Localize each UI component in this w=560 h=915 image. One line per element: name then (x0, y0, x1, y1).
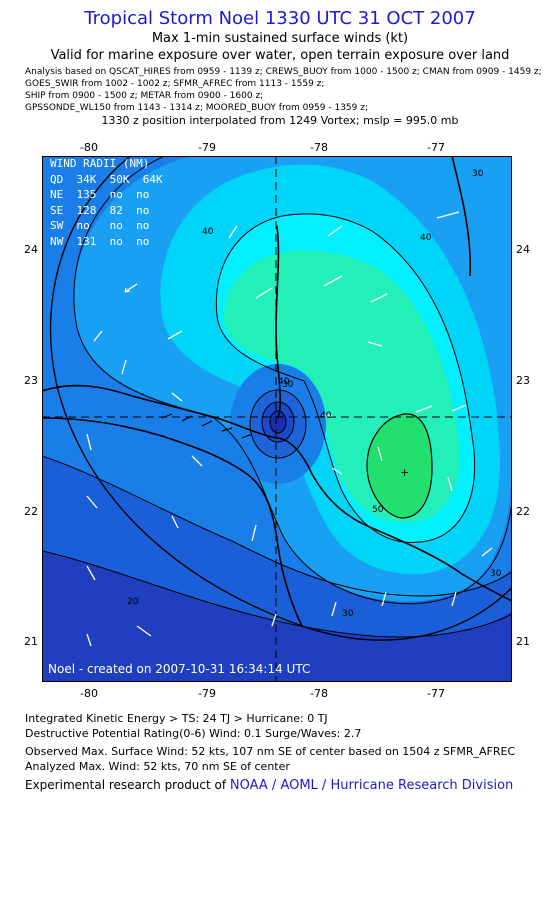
wind-vector (271, 613, 277, 627)
analyzed-max-wind: Analyzed Max. Wind: 52 kts, 70 nm SE of … (25, 760, 290, 773)
credit-prefix: Experimental research product of (25, 778, 230, 792)
lon-label-bottom: -77 (427, 687, 445, 700)
wind-vector (86, 633, 92, 647)
contour-label: 40 (278, 377, 290, 387)
wind-core-50kt (366, 413, 433, 519)
map-frame (42, 156, 512, 682)
wind-vector (377, 446, 383, 462)
wind-vector (121, 359, 127, 375)
wind-vector (136, 625, 152, 637)
wind-vector (451, 591, 457, 607)
wind-vector (124, 283, 138, 293)
lat-label-right: 23 (516, 374, 530, 387)
page-title: Tropical Storm Noel 1330 UTC 31 OCT 2007 (84, 8, 476, 29)
lat-label-right: 22 (516, 505, 530, 518)
core-contour-ring (249, 389, 307, 459)
core-contour-ring (261, 401, 295, 443)
lon-label-bottom: -79 (198, 687, 216, 700)
wind-vector (451, 404, 467, 412)
subtitle-wind: Max 1-min sustained surface winds (kt) (151, 31, 409, 46)
wind-vector (331, 467, 343, 475)
lat-label-right: 21 (516, 635, 530, 648)
core-contour-ring (269, 410, 287, 434)
wind-vector (191, 455, 203, 467)
wind-vector (86, 565, 96, 581)
lat-label-left: 22 (24, 505, 38, 518)
contour-line-40kt-inner (215, 213, 476, 543)
lon-label-bottom: -78 (310, 687, 328, 700)
contour-line-30kt (42, 455, 512, 597)
max-wind-marker: + (400, 466, 409, 479)
ike-line: Integrated Kinetic Energy > TS: 24 TJ > … (25, 712, 328, 725)
wind-vector (86, 433, 92, 451)
analysis-line: SHIP from 0900 - 1500 z; METAR from 0900… (25, 91, 264, 101)
contour-label: 40 (420, 233, 432, 243)
wind-radii-row: NE 135 no no (50, 188, 150, 201)
credit-line: Experimental research product of NOAA / … (25, 778, 513, 793)
island-chain (161, 413, 253, 439)
analysis-line: Analysis based on QSCAT_HIRES from 0959 … (25, 67, 542, 77)
lon-label-top: -77 (427, 141, 445, 154)
coastline-cuba-south (42, 417, 303, 627)
wind-radii-table: WIND RADII (NM) QD 34K 50K 64K NE 135 no… (50, 156, 163, 249)
analysis-line: GPSSONDE_WL150 from 1143 - 1314 z; MOORE… (25, 103, 368, 113)
wind-radii-row: SE 128 82 no (50, 203, 150, 217)
lat-label-left: 23 (24, 374, 38, 387)
wind-vector (367, 341, 383, 347)
coastline-cuba (42, 384, 512, 602)
outer-analysis-ring (49, 156, 512, 641)
lat-label-left: 21 (24, 635, 38, 648)
contour-label: 50 (372, 505, 384, 515)
coastline-andros (275, 225, 282, 419)
wind-vector (167, 330, 183, 340)
contour-label: 40 (320, 411, 332, 421)
wind-vector (415, 405, 433, 413)
wind-radii-row: SW no no no (50, 219, 150, 232)
analysis-line: GOES_SWIR from 1002 - 1002 z; SFMR_AFREC… (25, 79, 325, 89)
lon-label-top: -80 (80, 141, 98, 154)
wind-vector (447, 476, 453, 492)
wind-vector (86, 495, 98, 509)
lon-label-top: -79 (198, 141, 216, 154)
contour-line-20kt (42, 550, 512, 638)
wind-vector (93, 330, 103, 342)
lon-label-top: -78 (310, 141, 328, 154)
wind-vector (171, 392, 183, 402)
coastline-eleuthera (451, 156, 472, 277)
wind-radii-row: NW 131 no no (50, 234, 150, 248)
contour-label: 40 (202, 227, 214, 237)
wind-vector (251, 524, 257, 542)
wind-vector (331, 601, 337, 617)
subtitle-exposure: Valid for marine exposure over water, op… (50, 48, 510, 63)
lat-label-left: 24 (24, 243, 38, 256)
wind-radii-header: WIND RADII (NM) (50, 157, 150, 170)
contour-label: 30 (490, 569, 502, 579)
wind-vector (255, 287, 273, 299)
wind-vector (323, 275, 343, 287)
wind-vector (370, 293, 388, 303)
lon-label-bottom: -80 (80, 687, 98, 700)
contour-label: 30 (472, 169, 484, 179)
wind-vector (228, 225, 238, 239)
wind-vector (381, 591, 387, 607)
wind-radii-columns: QD 34K 50K 64K (50, 172, 163, 186)
credit-org-link[interactable]: NOAA / AOML / Hurricane Research Divisio… (229, 778, 514, 793)
lat-label-right: 24 (516, 243, 530, 256)
contour-label: 30 (282, 380, 294, 390)
contour-label: 20 (127, 597, 139, 607)
creation-stamp: Noel - created on 2007-10-31 16:34:14 UT… (48, 662, 311, 676)
wind-vector (481, 547, 493, 557)
wind-vector (436, 211, 460, 219)
wind-vector (171, 515, 179, 529)
dpr-line: Destructive Potential Rating(0-6) Wind: … (25, 727, 362, 740)
contour-line-40kt-outer (73, 156, 512, 605)
wind-vector (327, 225, 343, 237)
position-note: 1330 z position interpolated from 1249 V… (101, 114, 459, 127)
observed-max-wind: Observed Max. Surface Wind: 52 kts, 107 … (25, 745, 516, 758)
contour-label: 30 (342, 609, 354, 619)
wind-analysis-map: + (42, 156, 512, 682)
